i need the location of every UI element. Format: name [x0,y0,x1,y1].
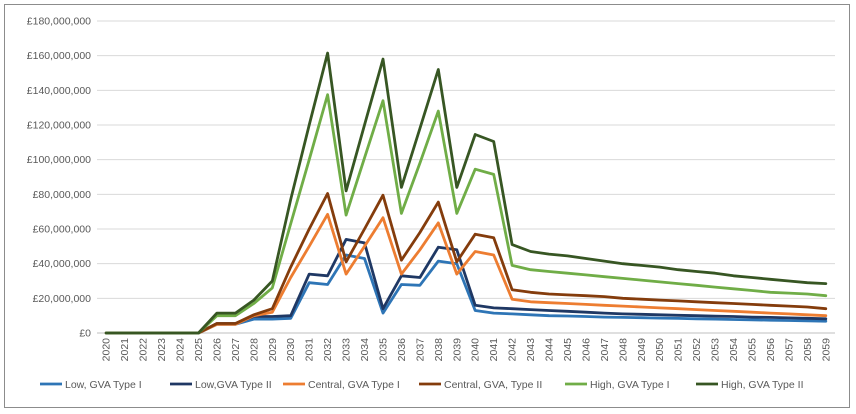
x-tick-label: 2052 [691,338,703,362]
y-tick-label: £20,000,000 [33,293,92,305]
legend-label: Low,GVA Type II [195,379,272,391]
x-tick-label: 2024 [175,338,187,362]
x-tick-label: 2028 [248,338,260,362]
x-tick-label: 2054 [728,338,740,362]
x-tick-label: 2051 [673,338,685,362]
x-tick-label: 2026 [211,338,223,362]
series-lines [104,51,828,335]
x-tick-label: 2045 [562,338,574,362]
x-tick-label: 2055 [746,338,758,362]
legend-item: High, GVA Type I [565,379,670,391]
legend-item: Central, GVA, Type II [419,379,542,391]
x-tick-label: 2035 [377,338,389,362]
legend-item: Low,GVA Type II [170,379,272,391]
x-tick-label: 2030 [285,338,297,362]
series-line [104,93,828,335]
legend: Low, GVA Type I Low,GVA Type II Central, G… [40,379,804,391]
x-tick-label: 2053 [710,338,722,362]
x-tick-label: 2039 [451,338,463,362]
x-tick-label: 2048 [617,338,629,362]
x-tick-label: 2047 [599,338,611,362]
legend-label: Low, GVA Type I [65,379,142,391]
y-tick-label: £0 [79,328,91,340]
x-tick-label: 2033 [341,338,353,362]
y-tick-label: £100,000,000 [27,154,91,166]
x-tick-label: 2037 [414,338,426,362]
y-tick-label: £140,000,000 [27,85,91,97]
x-tick-label: 2056 [765,338,777,362]
series-line [104,51,828,335]
x-tick-label: 2050 [654,338,666,362]
legend-label: High, GVA Type II [721,379,804,391]
x-tick-label: 2044 [544,338,556,362]
x-tick-label: 2040 [470,338,482,362]
x-tick-label: 2022 [138,338,150,362]
x-tick-label: 2021 [119,338,131,362]
x-tick-label: 2020 [101,338,113,362]
legend-label: Central, GVA Type I [308,379,400,391]
x-tick-label: 2029 [267,338,279,362]
x-tick-label: 2038 [433,338,445,362]
x-tick-label: 2036 [396,338,408,362]
series-line [104,253,828,335]
x-tick-label: 2041 [488,338,500,362]
x-tick-label: 2043 [525,338,537,362]
y-tick-label: £80,000,000 [33,189,92,201]
x-tick-label: 2032 [322,338,334,362]
legend-item: High, GVA Type II [696,379,804,391]
y-tick-label: £180,000,000 [27,16,91,28]
series-line [104,192,828,335]
y-tick-label: £60,000,000 [33,224,92,236]
legend-item: Low, GVA Type I [40,379,142,391]
x-tick-label: 2058 [802,338,814,362]
y-tick-label: £160,000,000 [27,50,91,62]
x-tick-label: 2057 [783,338,795,362]
chart-frame [4,4,850,408]
x-tick-label: 2025 [193,338,205,362]
x-tick-label: 2027 [230,338,242,362]
x-axis-ticks: 2020 2021 2022 2023 2024 2025 2026 2027 2028 2029… [101,338,833,362]
x-tick-label: 2046 [580,338,592,362]
legend-label: Central, GVA, Type II [444,379,542,391]
legend-item: Central, GVA Type I [283,379,400,391]
legend-label: High, GVA Type I [590,379,670,391]
y-axis-ticks: £0 £20,000,000 £40,000,000 £60,000,000 £80,0… [27,16,91,340]
x-tick-label: 2031 [304,338,316,362]
x-tick-label: 2042 [507,338,519,362]
y-tick-label: £40,000,000 [33,258,92,270]
gridlines [97,20,835,334]
x-tick-label: 2023 [156,338,168,362]
x-tick-label: 2059 [820,338,832,362]
x-tick-label: 2034 [359,338,371,362]
y-tick-label: £120,000,000 [27,120,91,132]
x-tick-label: 2049 [636,338,648,362]
